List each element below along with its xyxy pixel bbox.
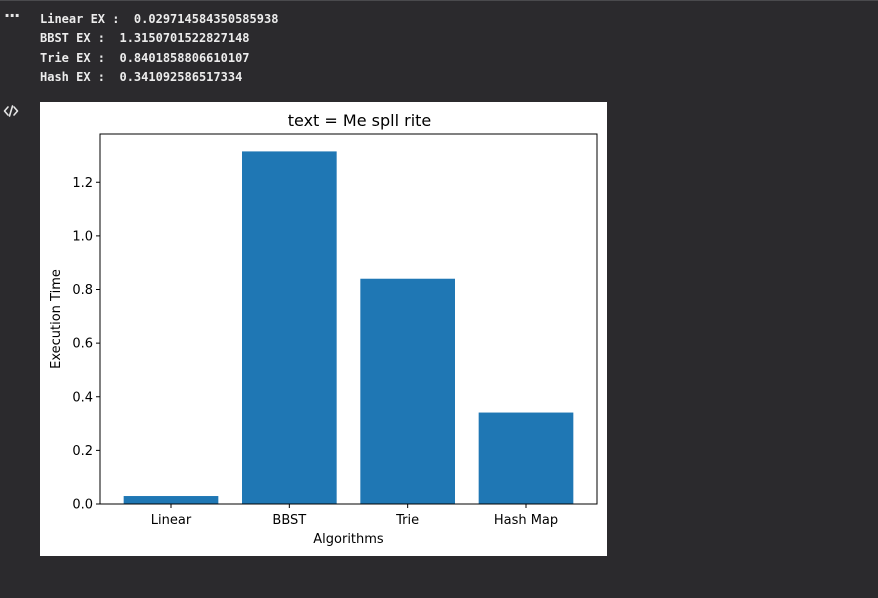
- stdout-line: Linear EX : 0.029714584350585938: [40, 12, 279, 26]
- y-tick-label: 0.2: [72, 444, 93, 459]
- plot-frame: [99, 133, 598, 505]
- bar-chart-figure: text = Me spll rite 0.0 0.2 0.4 0.6 0.8 1.0 1.…: [40, 102, 607, 556]
- chart-title: text = Me spll rite: [288, 111, 432, 130]
- bar-chart: text = Me spll rite 0.0 0.2 0.4 0.6 0.8 1.0 1.…: [49, 111, 598, 547]
- bar-hash-map: [478, 412, 574, 504]
- y-tick-label: 1.2: [72, 176, 93, 191]
- stdout-line: BBST EX : 1.3150701522827148: [40, 31, 250, 46]
- stdout-text: Linear EX : 0.029714584350585938 BBST EX …: [40, 10, 278, 87]
- stdout-line: Hash EX : 0.341092586517334: [40, 69, 243, 84]
- y-tick-label: 0.4: [72, 390, 93, 405]
- stdout-line: Trie EX : 0.8401858806610107: [40, 50, 250, 65]
- more-horizontal-icon[interactable]: ···: [4, 6, 20, 25]
- bar-trie: [360, 278, 455, 504]
- y-tick-label: 0.0: [72, 498, 93, 513]
- x-axis-label: Algorithms: [313, 532, 384, 547]
- bar-linear: [123, 496, 219, 504]
- x-tick-label: Linear: [151, 513, 192, 528]
- x-tick-label: Hash Map: [494, 513, 558, 528]
- x-tick-label: Trie: [395, 513, 419, 528]
- y-axis-label: Execution Time: [49, 269, 64, 369]
- x-tick-label: BBST: [272, 513, 306, 528]
- y-tick-label: 0.8: [72, 283, 93, 298]
- y-tick-label: 0.6: [72, 337, 93, 352]
- y-tick-label: 1.0: [72, 229, 93, 244]
- code-icon[interactable]: [3, 104, 19, 118]
- bar-bbst: [242, 151, 337, 504]
